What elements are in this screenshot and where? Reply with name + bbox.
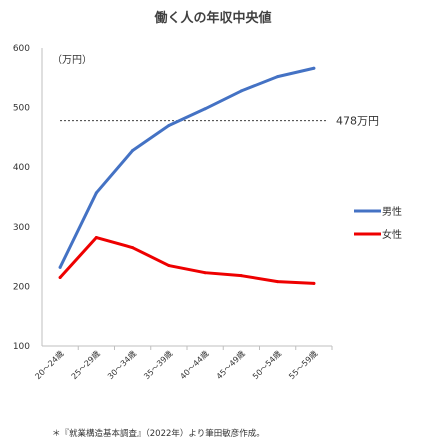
series-line-female <box>58 236 316 285</box>
chart-title: 働く人の年収中央値 <box>153 10 271 26</box>
data-point <box>58 265 62 269</box>
legend-label: 女性 <box>382 228 402 241</box>
reference-line-group: 478万円 <box>60 115 379 128</box>
y-tick-label: 100 <box>13 342 30 352</box>
data-point <box>167 123 171 127</box>
data-point <box>94 236 98 240</box>
data-point <box>239 89 243 93</box>
reference-line-label: 478万円 <box>336 115 379 128</box>
data-point <box>276 280 280 284</box>
y-tick-label: 300 <box>13 223 30 233</box>
x-tick-label: 20〜24歳 <box>33 348 66 381</box>
data-point <box>203 271 207 275</box>
data-point <box>94 191 98 195</box>
y-tick-label: 400 <box>13 163 30 173</box>
data-point <box>239 274 243 278</box>
series-group <box>58 66 316 285</box>
unit-label: （万円） <box>52 54 92 66</box>
legend-label: 男性 <box>382 205 402 218</box>
axes: 100 200 300 400 500 600 20〜24歳 25〜29歳 30〜34歳 35〜3… <box>13 44 333 381</box>
data-point <box>276 75 280 79</box>
data-point <box>312 281 316 285</box>
footnote: ＊『就業構造基本調査』（2022年）より筆田敏彦作成。 <box>52 428 265 439</box>
data-point <box>58 275 62 279</box>
series-line-male <box>58 66 316 269</box>
x-tick-label: 50〜54歳 <box>250 348 283 381</box>
data-point <box>312 66 316 70</box>
data-point <box>167 264 171 268</box>
x-tick-label: 30〜34歳 <box>105 348 138 381</box>
data-point <box>131 246 135 250</box>
x-tick-label: 40〜44歳 <box>178 348 211 381</box>
y-tick-label: 500 <box>13 104 30 114</box>
data-point <box>131 149 135 153</box>
x-tick-label: 55〜59歳 <box>287 348 320 381</box>
x-tick-label: 35〜39歳 <box>142 348 175 381</box>
y-tick-label: 200 <box>13 282 30 292</box>
data-point <box>203 107 207 111</box>
y-tick-label: 600 <box>13 44 30 54</box>
x-tick-label: 25〜29歳 <box>69 348 102 381</box>
x-tick-label: 45〜49歳 <box>214 348 247 381</box>
